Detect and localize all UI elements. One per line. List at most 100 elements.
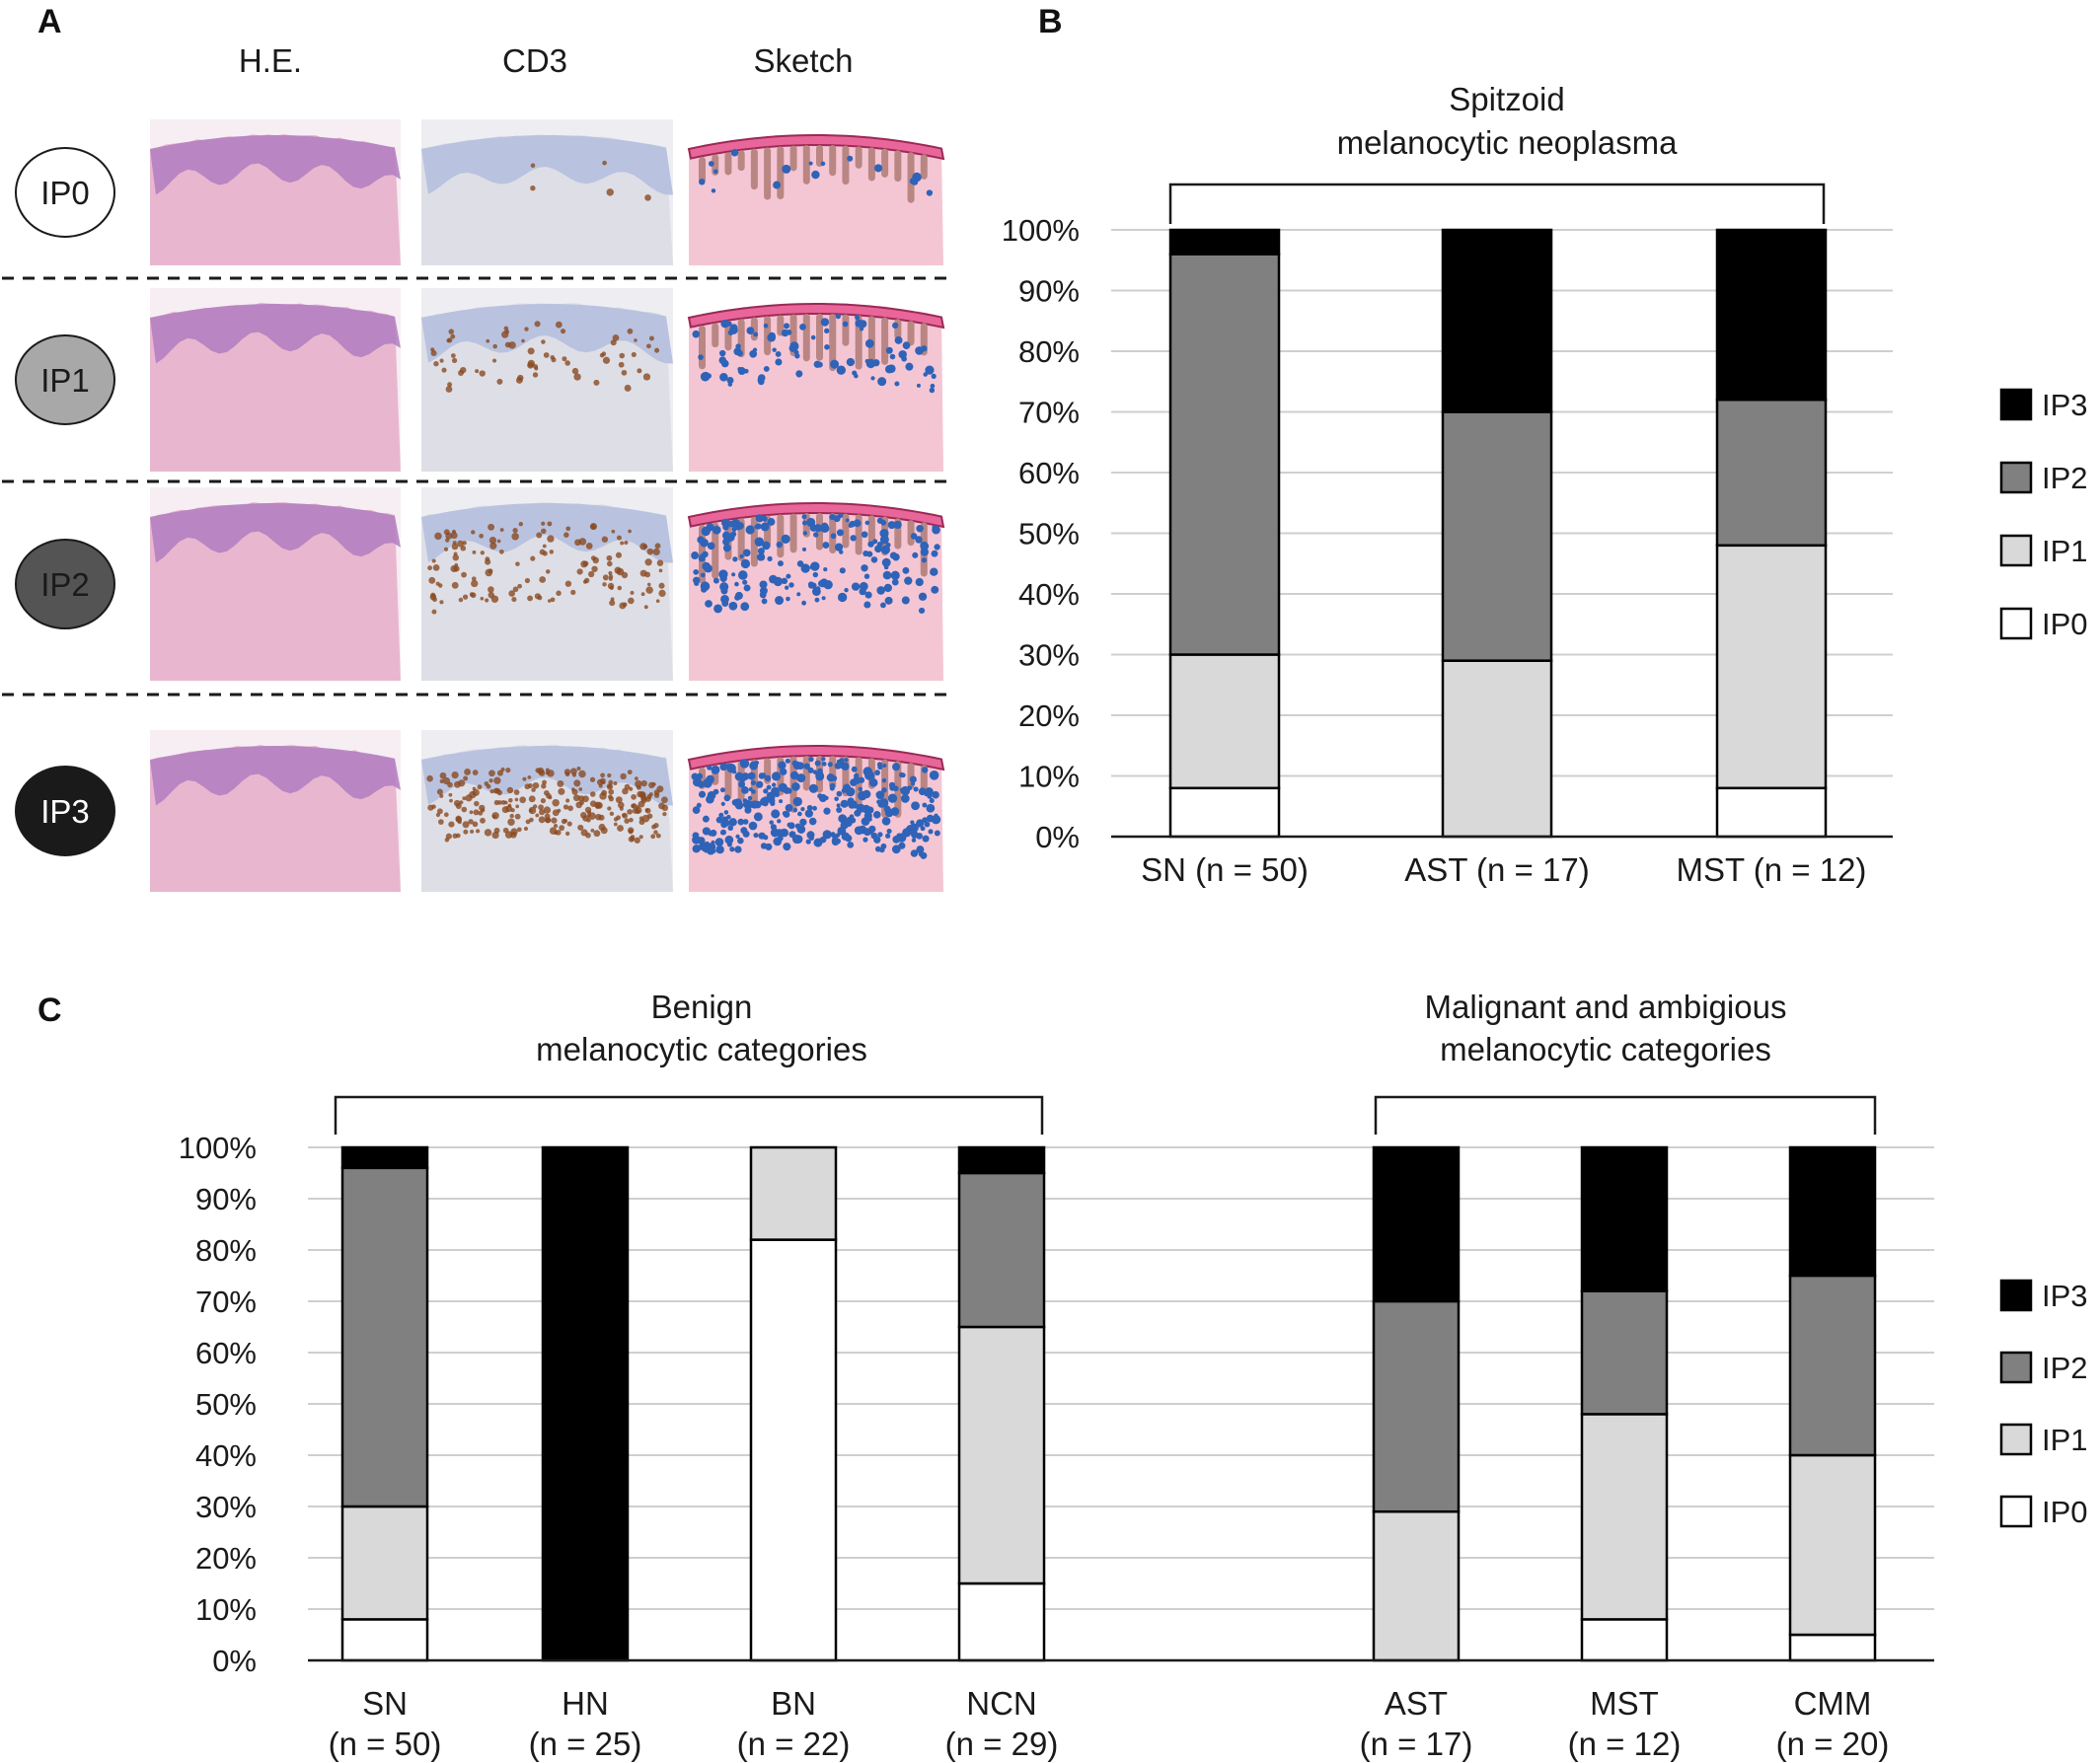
- ip-circle: [15, 147, 115, 238]
- bar-segment-ip0: [1788, 1633, 1877, 1662]
- sketch-image-ip1: [687, 288, 945, 472]
- category-label: (n = 17): [1360, 1726, 1473, 1762]
- bar-segment-ip3: [1580, 1145, 1669, 1292]
- bar-segment-ip1: [957, 1325, 1046, 1585]
- chart-b-bracket: [1168, 183, 1826, 224]
- legend-swatch-ip0: [1999, 607, 2033, 640]
- legend-swatch-ip2: [1999, 1351, 2033, 1384]
- chart-c-group-2-title-line-2: melanocytic categories: [1440, 1031, 1771, 1067]
- category-label: MST (n = 12): [1677, 851, 1867, 888]
- ip-label-text: IP2: [40, 566, 90, 603]
- category-label: CMM: [1794, 1685, 1872, 1722]
- y-tick-label: 90%: [1018, 274, 1080, 309]
- y-tick-label: 100%: [179, 1131, 257, 1165]
- sketch-image-ip2: [687, 487, 945, 681]
- bar-segment-ip1: [749, 1145, 838, 1241]
- he-image-ip3: [150, 730, 401, 892]
- legend-swatch-ip3: [1999, 1279, 2033, 1312]
- y-tick-label: 70%: [1018, 396, 1080, 430]
- y-tick-label: 30%: [195, 1490, 257, 1524]
- category-label: (n = 25): [529, 1726, 642, 1762]
- category-label: (n = 12): [1568, 1726, 1682, 1762]
- chart-c-bracket-benign: [334, 1095, 1044, 1135]
- ip-row-label-1: IP1: [15, 334, 115, 425]
- bar-segment-ip2: [1168, 253, 1281, 656]
- category-label: (n = 50): [329, 1726, 442, 1762]
- legend-swatch-ip3: [1999, 388, 2033, 421]
- ip-circle: [15, 766, 115, 856]
- chart-b-spitzoid: Spitzoid melanocytic neoplasma 0% 10% 20% 3…: [1002, 81, 2088, 888]
- bar-segment-ip1: [1168, 653, 1281, 790]
- bar-segment-ip1: [1441, 659, 1553, 839]
- ip-row-label-0: IP0: [15, 147, 115, 238]
- category-label: NCN: [966, 1685, 1037, 1722]
- chart-c-categories: Benign melanocytic categories Malignant …: [179, 989, 2088, 1762]
- category-label: HN: [562, 1685, 609, 1722]
- cd3-image-ip1: [421, 288, 673, 472]
- panel-b-letter: B: [1038, 3, 1063, 40]
- panel-a-letter: A: [38, 3, 62, 40]
- bar-segment-ip0: [749, 1238, 838, 1662]
- y-tick-label: 20%: [1018, 698, 1080, 733]
- category-label: SN: [362, 1685, 408, 1722]
- legend-swatch-ip2: [1999, 461, 2033, 494]
- bar-segment-ip3: [1715, 228, 1828, 402]
- y-tick-label: 0%: [212, 1644, 257, 1678]
- category-label: AST (n = 17): [1404, 851, 1589, 888]
- column-header-cd3: CD3: [502, 42, 567, 79]
- legend-label: IP0: [2042, 1495, 2088, 1529]
- legend-label: IP1: [2042, 534, 2088, 568]
- he-image-ip2: [150, 487, 401, 681]
- he-image-ip0: [150, 119, 401, 265]
- y-tick-label: 80%: [195, 1233, 257, 1268]
- bar-segment-ip3: [1168, 228, 1281, 256]
- chart-c-group-1-title-line-2: melanocytic categories: [536, 1031, 867, 1067]
- ip-circle: [15, 539, 115, 629]
- bar-segment-ip0: [1580, 1618, 1669, 1662]
- ip-row-label-2: IP2: [15, 539, 115, 629]
- column-header-sketch: Sketch: [754, 42, 854, 79]
- bar-segment-ip2: [1441, 410, 1553, 662]
- legend-label: IP2: [2042, 461, 2088, 495]
- column-header-he: H.E.: [239, 42, 302, 79]
- legend-label: IP0: [2042, 607, 2088, 641]
- category-label: (n = 29): [945, 1726, 1059, 1762]
- y-tick-label: 30%: [1018, 638, 1080, 673]
- chart-c-group-1-title-line-1: Benign: [651, 989, 753, 1025]
- category-label: (n = 22): [737, 1726, 851, 1762]
- ip-label-text: IP0: [40, 175, 90, 211]
- ip-row-label-3: IP3: [15, 766, 115, 856]
- he-image-ip1: [150, 288, 401, 472]
- cd3-image-ip3: [421, 730, 673, 892]
- bar-segment-ip2: [1788, 1274, 1877, 1457]
- category-label: MST: [1590, 1685, 1659, 1722]
- chart-c-group-2-title-line-1: Malignant and ambigious: [1425, 989, 1787, 1025]
- y-tick-label: 60%: [195, 1336, 257, 1370]
- bar-segment-ip2: [1715, 398, 1828, 548]
- bar-segment-ip0: [1168, 786, 1281, 839]
- y-tick-label: 40%: [1018, 577, 1080, 612]
- y-tick-label: 70%: [195, 1285, 257, 1319]
- bar-segment-ip1: [340, 1505, 429, 1621]
- bar-segment-ip1: [1788, 1453, 1877, 1637]
- bar-segment-ip0: [1715, 786, 1828, 839]
- chart-b-title-line-1: Spitzoid: [1449, 81, 1564, 117]
- y-tick-label: 0%: [1035, 820, 1080, 854]
- sketch-image-ip3: [687, 730, 945, 892]
- bar-segment-ip3: [1372, 1145, 1461, 1303]
- bar-segment-ip3: [340, 1145, 429, 1170]
- bar-segment-ip0: [957, 1581, 1046, 1662]
- bar-segment-ip2: [957, 1171, 1046, 1329]
- panel-c-letter: C: [38, 992, 62, 1029]
- y-tick-label: 50%: [1018, 517, 1080, 551]
- legend-label: IP1: [2042, 1423, 2088, 1457]
- bar-segment-ip3: [1441, 228, 1553, 413]
- y-tick-label: 10%: [195, 1592, 257, 1627]
- bar-segment-ip1: [1580, 1413, 1669, 1621]
- sketch-image-ip0: [687, 119, 945, 265]
- category-label: AST: [1385, 1685, 1448, 1722]
- bar-segment-ip3: [541, 1145, 630, 1662]
- y-tick-label: 90%: [195, 1182, 257, 1216]
- y-tick-label: 10%: [1018, 760, 1080, 794]
- bar-segment-ip3: [957, 1145, 1046, 1175]
